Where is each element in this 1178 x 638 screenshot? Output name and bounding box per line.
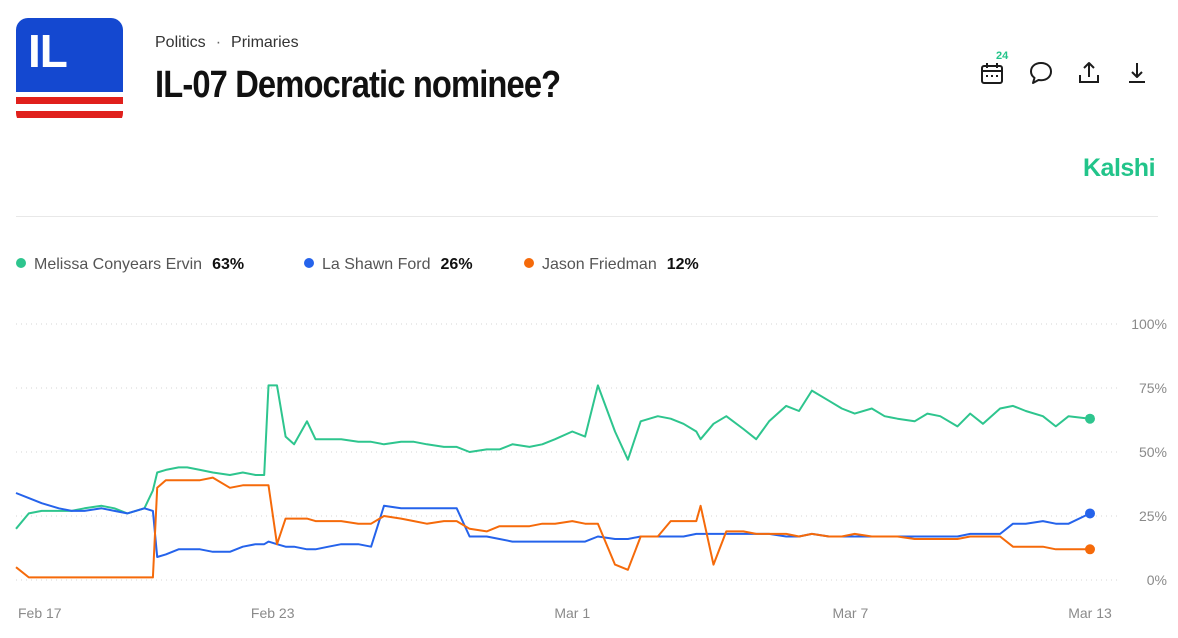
y-axis-labels: 100% 75% 50% 25% 0% — [1131, 316, 1167, 588]
calendar-icon — [981, 63, 1003, 84]
series-end-dot — [1085, 544, 1095, 555]
market-logo: IL — [16, 18, 123, 125]
breadcrumb-separator: · — [215, 34, 222, 51]
y-tick-label: 25% — [1139, 508, 1167, 524]
breadcrumb: Politics · Primaries — [155, 34, 299, 52]
header-divider — [16, 216, 1158, 217]
comment-icon — [1030, 62, 1052, 84]
x-tick-label: Mar 7 — [832, 605, 868, 621]
y-tick-label: 100% — [1131, 316, 1167, 332]
series-end-dot — [1085, 508, 1095, 519]
legend-item-ervin[interactable]: Melissa Conyears Ervin 63% — [16, 256, 244, 274]
y-tick-label: 75% — [1139, 380, 1167, 396]
legend-percent: 26% — [440, 256, 473, 273]
series-lines — [15, 384, 1091, 579]
legend-item-ford[interactable]: La Shawn Ford 26% — [304, 256, 473, 274]
y-tick-label: 0% — [1147, 572, 1167, 588]
legend-name: Melissa Conyears Ervin — [34, 256, 203, 273]
breadcrumb-politics[interactable]: Politics — [155, 34, 206, 51]
series-end-markers — [1085, 413, 1095, 555]
legend-item-friedman[interactable]: Jason Friedman 12% — [524, 256, 699, 274]
series-line — [15, 492, 1091, 558]
legend-name: Jason Friedman — [542, 256, 657, 273]
page-title: IL-07 Democratic nominee? — [155, 64, 561, 106]
x-tick-label: Mar 13 — [1068, 605, 1112, 621]
calendar-badge: 24 — [996, 50, 1009, 62]
y-tick-label: 50% — [1139, 444, 1167, 460]
legend-percent: 63% — [212, 256, 245, 273]
series-line — [15, 476, 1090, 579]
download-icon — [1129, 63, 1145, 83]
logo-blue-field — [16, 18, 123, 92]
logo-text: IL — [28, 25, 68, 77]
legend-dot — [304, 258, 314, 268]
legend-dot — [16, 258, 26, 268]
x-tick-label: Feb 17 — [18, 605, 62, 621]
x-axis-labels: Feb 17 Feb 23 Mar 1 Mar 7 Mar 13 — [18, 605, 1112, 621]
legend-name: La Shawn Ford — [322, 256, 431, 273]
series-end-dot — [1085, 413, 1095, 424]
legend-dot — [524, 258, 534, 268]
chart-grid — [16, 323, 1118, 581]
x-tick-label: Mar 1 — [554, 605, 590, 621]
brand-logo[interactable]: Kalshi — [1083, 154, 1156, 182]
comment-button[interactable] — [1026, 58, 1056, 88]
legend-percent: 12% — [666, 256, 699, 273]
logo-stripe — [16, 111, 123, 118]
logo-stripe — [16, 97, 123, 104]
share-icon — [1079, 62, 1099, 83]
series-line — [15, 384, 1091, 530]
share-button[interactable] — [1074, 58, 1104, 88]
download-button[interactable] — [1122, 58, 1152, 88]
calendar-button[interactable]: 24 — [976, 50, 1008, 88]
breadcrumb-primaries[interactable]: Primaries — [231, 34, 299, 51]
x-tick-label: Feb 23 — [251, 605, 295, 621]
